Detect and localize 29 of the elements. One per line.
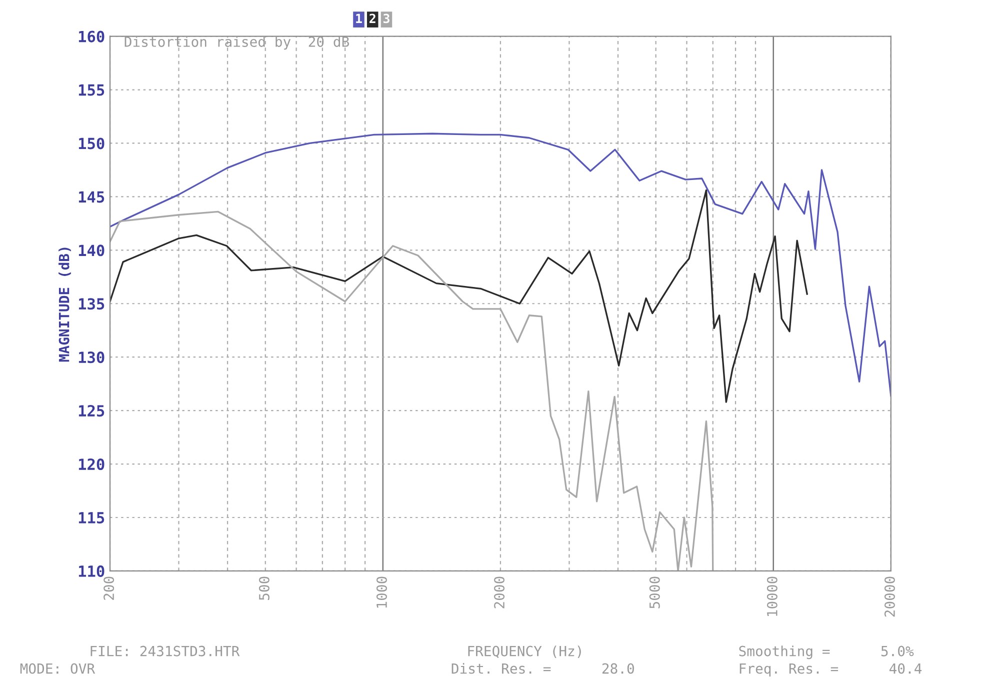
y-tick-label: 155 [78, 84, 104, 96]
x-axis-title: FREQUENCY (Hz) [468, 646, 581, 658]
x-tick-label: 500 [258, 576, 270, 600]
y-tick-label: 120 [78, 458, 104, 470]
x-tick-label: 5000 [649, 576, 660, 608]
x-tick-label: 20000 [884, 576, 895, 617]
y-tick-label: 145 [78, 191, 104, 203]
x-tick-label: 10000 [766, 576, 778, 616]
y-tick-label: 140 [78, 244, 104, 256]
y-tick-label: 150 [78, 138, 104, 150]
text: Dist. Res. = 28.0 [452, 663, 634, 674]
x-tick-label: 200 [104, 576, 114, 600]
y-tick-label: 135 [78, 298, 104, 310]
text: FILE: 2431STD3.HTR [90, 646, 240, 656]
text: MODE: OVR [20, 663, 96, 674]
x-tick-label: 1000 [376, 576, 387, 608]
y-tick-label: 160 [78, 30, 104, 42]
y-tick-label: 130 [78, 352, 104, 364]
y-tick-label: 115 [78, 512, 104, 524]
text: 3 [383, 14, 390, 24]
text: Smoothing = 5.0% [739, 646, 914, 660]
x-tick-label: 2000 [494, 576, 505, 608]
text: Freq. Res. = 40.4 [740, 663, 922, 676]
y-tick-label: 110 [78, 565, 104, 577]
y-tick-label: 125 [78, 405, 104, 417]
annotation: Distortion raised by 20 dB [124, 36, 349, 50]
text: 2 [370, 14, 376, 23]
y-axis-title: MAGNITUDE (dB) [58, 248, 71, 362]
text: 1 [356, 14, 362, 23]
